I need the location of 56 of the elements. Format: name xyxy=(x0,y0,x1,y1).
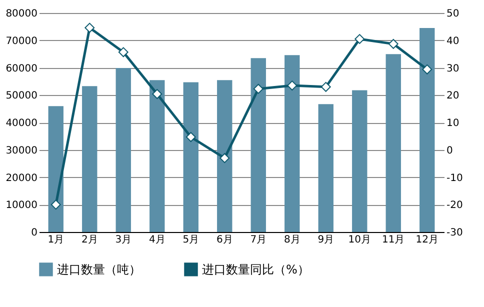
y2-tick-label: 40 xyxy=(446,36,460,47)
y-tick-label: 80000 xyxy=(6,8,38,20)
x-tick-label: 11月 xyxy=(382,234,405,246)
y2-tick-label: 20 xyxy=(446,90,460,102)
x-tick-label: 8月 xyxy=(284,234,300,246)
bar xyxy=(250,58,266,232)
bar xyxy=(150,80,165,232)
legend-label: 进口数量（吨） xyxy=(57,262,141,276)
y-tick-label: 40000 xyxy=(6,118,38,129)
y2-tick-label: -30 xyxy=(446,228,463,238)
bar xyxy=(48,106,64,232)
x-tick-label: 3月 xyxy=(115,234,132,246)
bar xyxy=(386,54,401,232)
x-tick-label: 4月 xyxy=(148,234,166,246)
x-tick-label: 5月 xyxy=(182,234,200,246)
point xyxy=(50,200,61,210)
x-tick-label: 2月 xyxy=(81,234,98,246)
bar xyxy=(82,86,98,232)
y2-tick-label: 30 xyxy=(446,63,460,74)
point xyxy=(320,82,331,92)
y2-tick-label: 10 xyxy=(446,118,460,129)
point xyxy=(220,153,230,164)
y-tick-label: 70000 xyxy=(6,36,38,47)
y-tick-label: 30000 xyxy=(6,145,38,156)
y-tick-label: 60000 xyxy=(6,63,38,74)
bar xyxy=(318,104,334,232)
x-tick-label: 1月 xyxy=(48,234,64,246)
x-tick-label: 6月 xyxy=(216,234,233,246)
x-tick-label: 9月 xyxy=(318,234,334,246)
y2-tick-label: -20 xyxy=(446,200,463,212)
y2-tick-label: -10 xyxy=(446,172,463,184)
x-tick-label: 7月 xyxy=(250,234,267,246)
y-tick-label: 50000 xyxy=(6,90,38,102)
point xyxy=(422,64,432,74)
x-tick-label: 10月 xyxy=(348,234,371,246)
y2-tick-label: 0 xyxy=(446,145,453,156)
y2-tick-label: 50 xyxy=(446,8,460,20)
point xyxy=(253,84,264,94)
point xyxy=(152,89,162,99)
legend-label: 进口数量同比（%） xyxy=(202,262,310,276)
point xyxy=(118,47,128,58)
bar xyxy=(116,68,131,232)
bar xyxy=(183,82,198,232)
point xyxy=(186,132,196,142)
point xyxy=(388,38,398,49)
y-tick-label: 10000 xyxy=(6,200,38,212)
y-tick-label: 0 xyxy=(31,228,38,238)
y-tick-label: 20000 xyxy=(6,172,38,184)
x-tick-label: 12月 xyxy=(416,234,438,246)
point xyxy=(354,34,365,44)
bar xyxy=(284,55,300,232)
bar xyxy=(420,28,435,232)
point xyxy=(287,80,298,91)
point xyxy=(84,22,95,33)
bar xyxy=(217,80,232,232)
bar xyxy=(352,90,368,232)
